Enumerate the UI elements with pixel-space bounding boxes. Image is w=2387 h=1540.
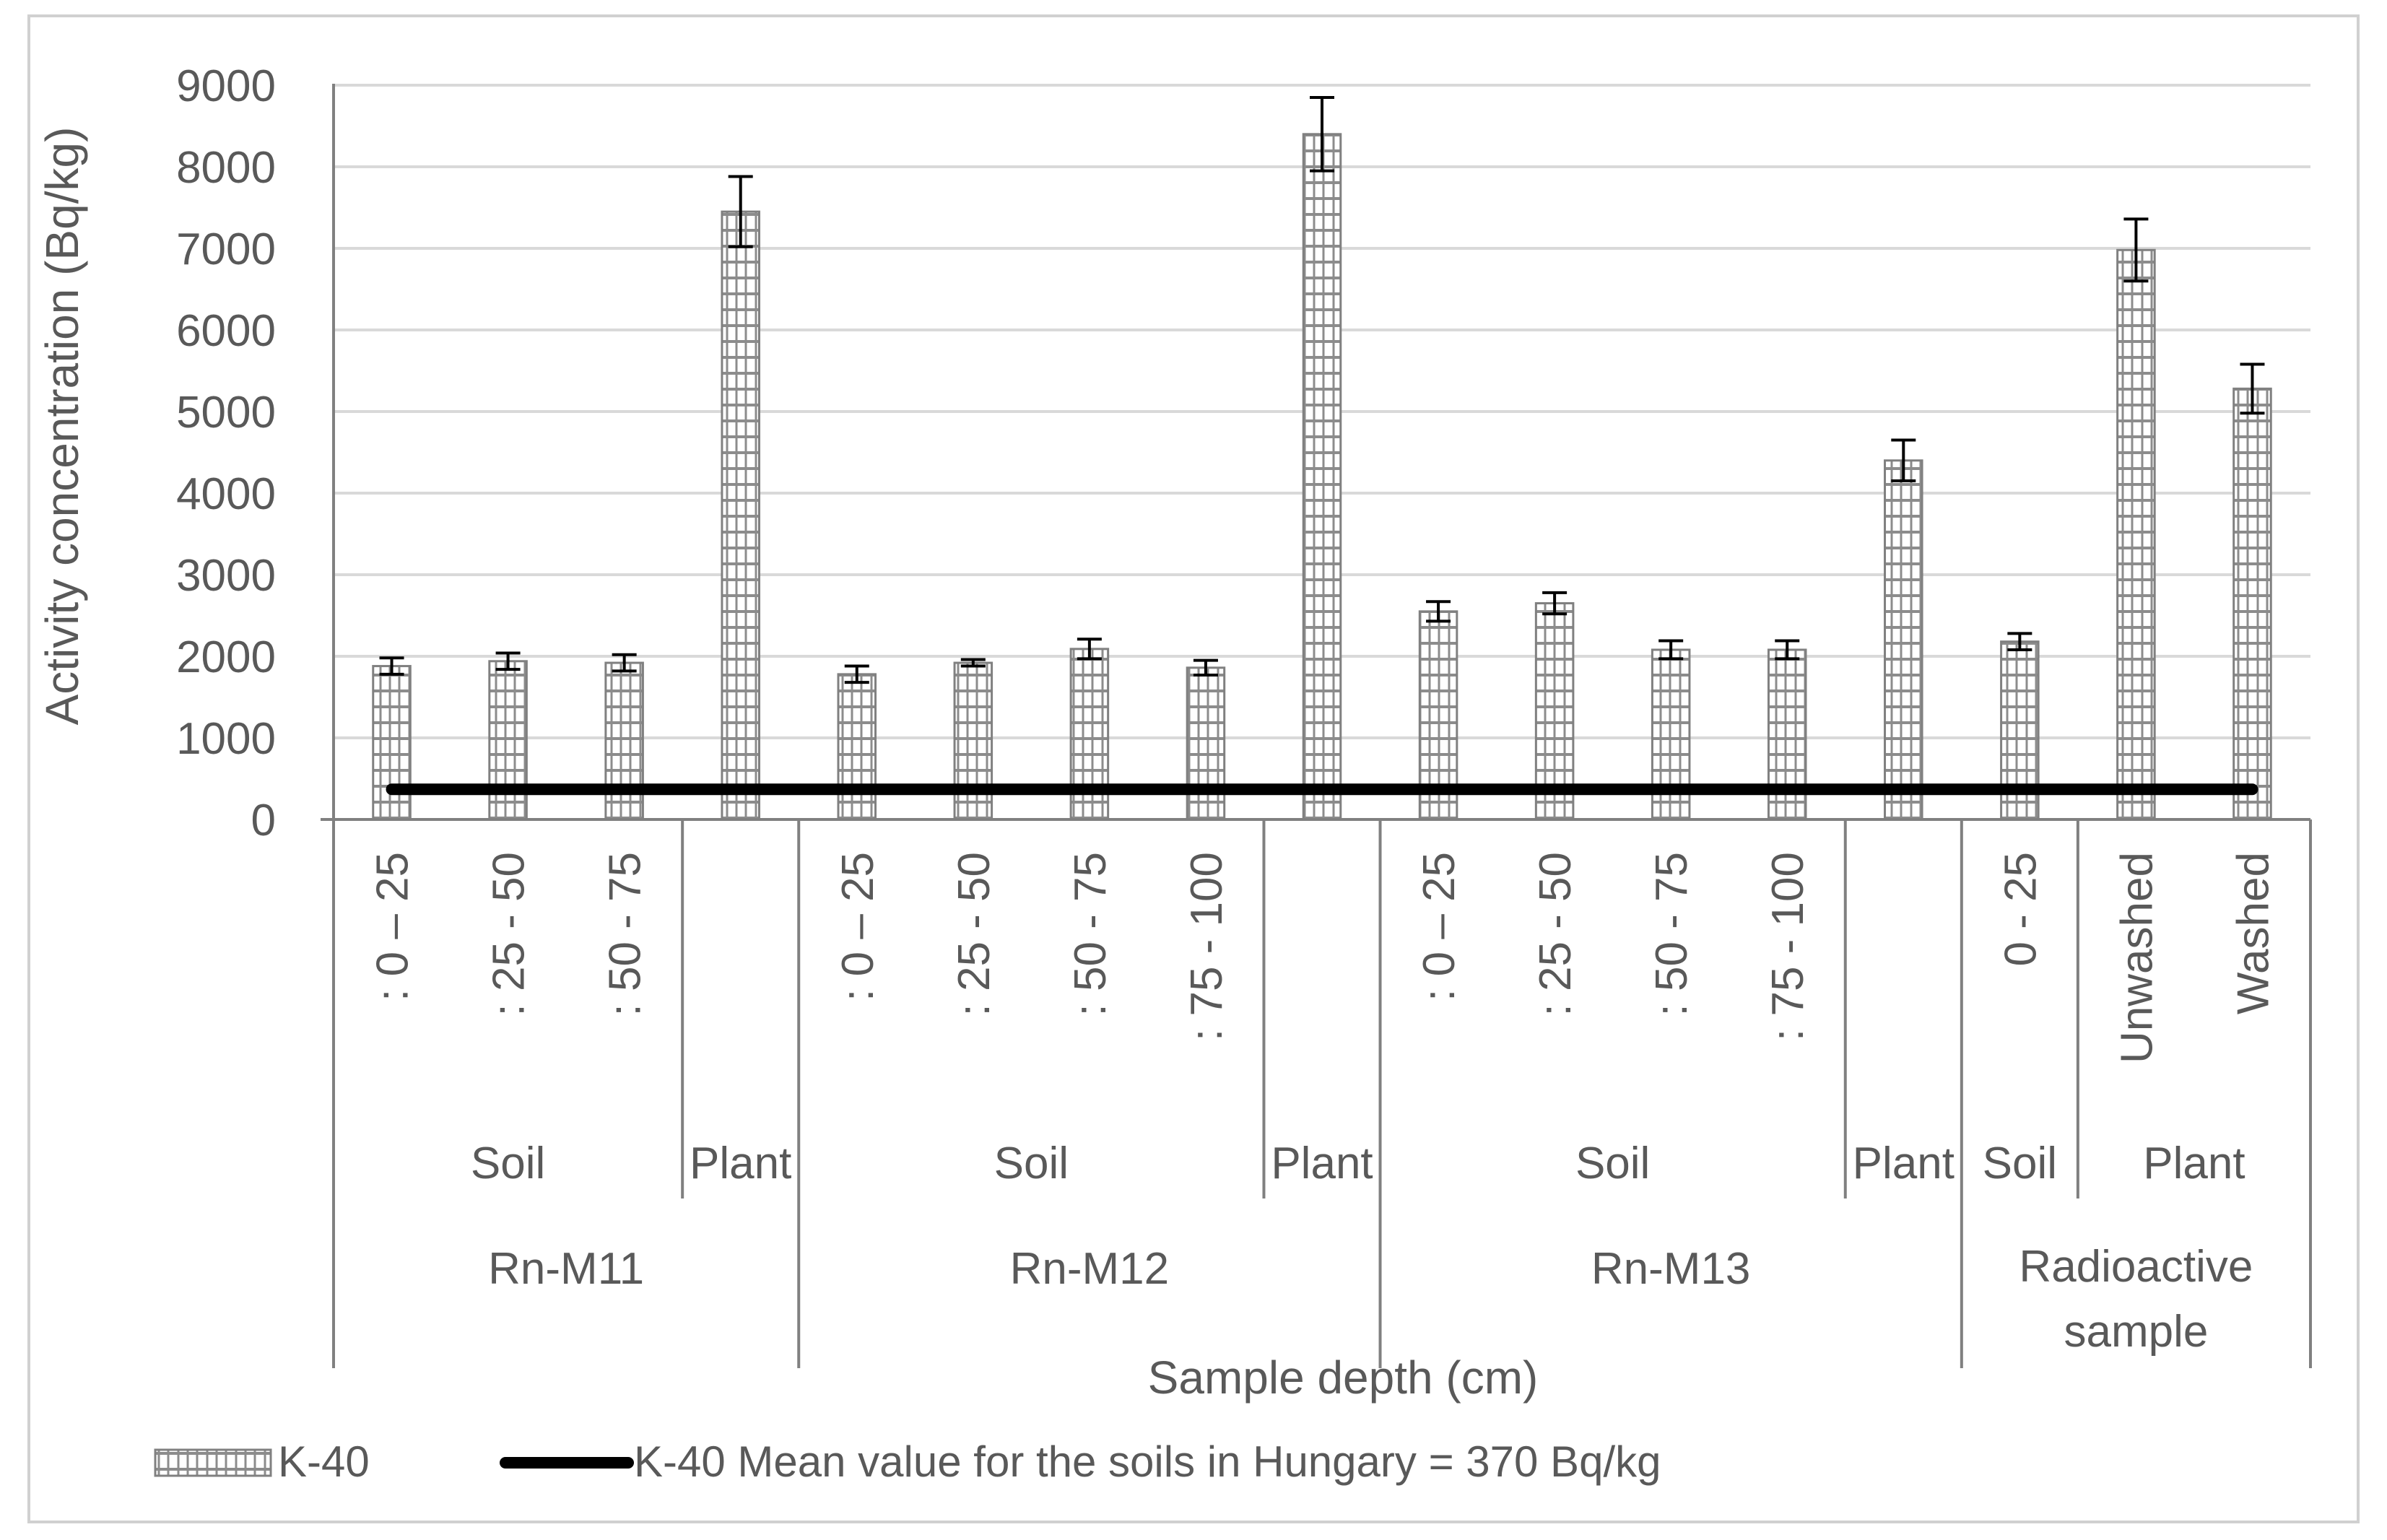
site-label: Rn-M11 [488, 1244, 644, 1294]
bar [953, 661, 994, 821]
category-label: : 50 - 75 [1647, 852, 1697, 1016]
bar [372, 665, 412, 821]
category-label: : 0 – 25 [368, 852, 418, 1001]
bar [488, 660, 528, 821]
y-tick-label: 0 [251, 796, 276, 845]
group-label: Soil [1983, 1139, 2057, 1188]
bar [1534, 602, 1575, 821]
legend-k40-swatch [154, 1448, 272, 1477]
bars [372, 95, 2272, 821]
legend: K-40 K-40 Mean value for the soils in Hu… [154, 1437, 1661, 1486]
y-tick-label: 9000 [176, 61, 276, 111]
site-label: Rn-M13 [1591, 1244, 1751, 1294]
legend-reference-label: K-40 Mean value for the soils in Hungary… [634, 1437, 1661, 1486]
category-label: : 25 - 50 [949, 852, 999, 1016]
category-label: : 0 – 25 [1414, 852, 1464, 1001]
bar [2116, 248, 2156, 821]
bar [604, 661, 644, 821]
y-tick-label: 3000 [176, 551, 276, 601]
group-label: Soil [994, 1139, 1069, 1188]
axes [321, 84, 2312, 1368]
category-label: : 25 - 50 [1531, 852, 1581, 1016]
group-label: Soil [471, 1139, 545, 1188]
category-label: : 75 - 100 [1182, 852, 1232, 1041]
category-label: : 25 - 50 [484, 852, 534, 1016]
category-label: : 50 - 75 [601, 852, 651, 1016]
category-label: : 75 - 100 [1763, 852, 1813, 1041]
group-label: Plant [2143, 1139, 2245, 1188]
bar [1302, 133, 1342, 821]
group-label: Soil [1575, 1139, 1650, 1188]
bar [1884, 459, 1923, 821]
bar [837, 673, 877, 821]
y-tick-label: 5000 [176, 388, 276, 438]
y-tick-label: 4000 [176, 469, 276, 519]
bar [1186, 666, 1226, 821]
bar [721, 210, 760, 821]
y-tick-label: 1000 [176, 714, 276, 764]
y-tick-label: 6000 [176, 306, 276, 356]
group-label: Plant [1271, 1139, 1373, 1188]
category-label: : 50 - 75 [1066, 852, 1116, 1016]
group-label: Plant [690, 1139, 791, 1188]
site-label: Radioactive sample [2019, 1242, 2253, 1357]
y-axis-title: Activity concentration (Bq/kg) [36, 127, 88, 726]
category-label: Washed [2228, 852, 2278, 1014]
gridlines [334, 84, 2310, 739]
y-tick-label: 7000 [176, 225, 276, 274]
labels: 0 1000 2000 3000 4000 5000 6000 7000 8000 9000 : 0… [176, 61, 2278, 1357]
group-label: Plant [1853, 1139, 1955, 1188]
site-label: Rn-M12 [1010, 1244, 1170, 1294]
category-label: 0 - 25 [1996, 852, 2045, 967]
x-axis-title: Sample depth (cm) [1148, 1352, 1539, 1404]
category-label: Unwashed [2112, 852, 2162, 1063]
y-tick-label: 8000 [176, 143, 276, 193]
legend-k40-label: K-40 [278, 1437, 370, 1486]
category-label: : 0 – 25 [833, 852, 883, 1001]
chart-frame [27, 14, 2360, 1523]
bar [2232, 387, 2272, 821]
y-tick-label: 2000 [176, 632, 276, 682]
